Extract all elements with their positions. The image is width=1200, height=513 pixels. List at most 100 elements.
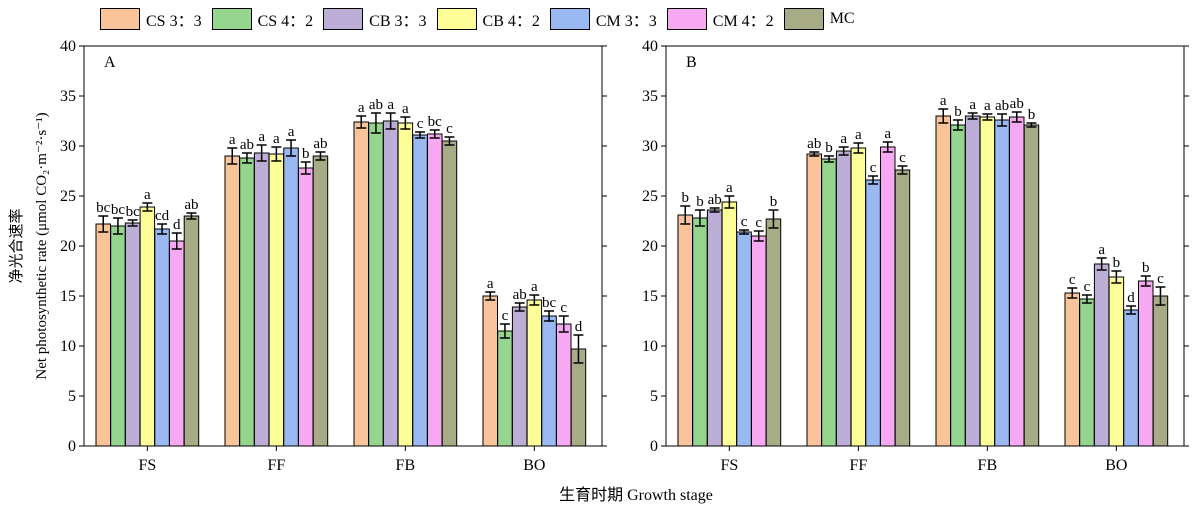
x-tick-label: FF	[267, 457, 285, 474]
legend-label: CM 3：3	[595, 13, 657, 30]
significance-letter: bc	[542, 295, 557, 311]
bar	[482, 295, 498, 447]
bar	[427, 133, 443, 447]
bar	[1009, 116, 1025, 447]
significance-letter: b	[1028, 107, 1036, 123]
bar	[850, 147, 867, 447]
significance-letter: ab	[369, 97, 383, 113]
legend-label: CS 3：3	[146, 13, 202, 30]
bar	[865, 179, 881, 447]
significance-letter: d	[173, 217, 181, 233]
legend-item: CS 3：3	[100, 6, 202, 32]
bar	[765, 218, 782, 447]
significance-letter: ab	[240, 137, 254, 153]
significance-letter: a	[726, 180, 733, 196]
significance-letter: a	[229, 132, 236, 148]
significance-letter: b	[696, 194, 704, 210]
bar	[124, 222, 141, 447]
significance-letter: a	[855, 127, 862, 143]
y-tick-label: 25	[60, 188, 76, 205]
bar	[935, 115, 951, 447]
significance-letter: c	[417, 116, 424, 132]
bar	[183, 215, 200, 447]
significance-letter: b	[770, 194, 778, 210]
significance-letter: a	[940, 93, 947, 109]
y-tick-label: 15	[642, 288, 658, 305]
significance-letter: c	[870, 160, 877, 176]
bar	[224, 155, 240, 447]
significance-letter: b	[302, 146, 310, 162]
legend-swatch	[211, 8, 252, 30]
legend-item: CS 4：2	[211, 6, 314, 32]
bar	[95, 223, 111, 447]
y-tick-label: 20	[60, 238, 76, 255]
legend-label: MC	[829, 10, 855, 27]
significance-letter: bc	[111, 202, 126, 218]
significance-letter: a	[288, 124, 295, 140]
legend-swatch	[436, 8, 477, 30]
y-tick-label: 10	[60, 338, 76, 355]
significance-letter: a	[1098, 242, 1105, 258]
y-tick-label: 30	[60, 138, 76, 155]
bar	[835, 150, 852, 447]
legend-item: CB 3：3	[323, 6, 427, 32]
bar	[497, 330, 513, 447]
y-tick-label: 35	[642, 88, 658, 105]
significance-letter: ab	[313, 136, 327, 152]
bar	[511, 306, 528, 447]
legend-item: CM 3：3	[549, 6, 657, 32]
significance-letter: c	[502, 308, 509, 324]
y-axis-label-cn: 净光合速率	[8, 208, 25, 283]
significance-letter: a	[402, 101, 409, 117]
x-tick-label: FS	[720, 457, 738, 474]
bar	[412, 134, 428, 447]
bar	[441, 140, 458, 447]
significance-letter: d	[1127, 290, 1135, 306]
bar	[692, 217, 708, 447]
x-tick-label: BO	[1105, 457, 1127, 474]
y-tick-label: 15	[60, 288, 76, 305]
bar	[1152, 295, 1169, 447]
bar	[110, 225, 126, 447]
significance-letter: ab	[807, 136, 821, 152]
significance-letter: d	[575, 319, 583, 335]
significance-letter: c	[899, 150, 906, 166]
bar	[368, 122, 384, 447]
significance-letter: b	[825, 140, 833, 156]
legend-item: CB 4：2	[436, 6, 540, 32]
bar	[382, 120, 399, 447]
significance-letter: c	[741, 214, 748, 230]
significance-letter: c	[755, 215, 762, 231]
bar	[736, 231, 752, 447]
y-tick-label: 35	[60, 88, 76, 105]
bar	[556, 323, 572, 447]
legend-swatch	[549, 8, 590, 30]
y-tick-label: 25	[642, 188, 658, 205]
x-tick-label: FB	[978, 457, 998, 474]
significance-letter: a	[884, 126, 891, 142]
significance-letter: c	[1157, 271, 1164, 287]
bar	[268, 153, 285, 447]
y-tick-label: 40	[60, 38, 76, 55]
significance-letter: a	[487, 276, 494, 292]
significance-letter: b	[682, 190, 690, 206]
significance-letter: a	[358, 100, 365, 116]
x-tick-label: FB	[396, 457, 416, 474]
bar	[950, 124, 966, 447]
significance-letter: a	[969, 97, 976, 113]
significance-letter: a	[531, 279, 538, 295]
x-tick-label: BO	[523, 457, 545, 474]
legend-label: CS 4：2	[257, 13, 314, 30]
significance-letter: ab	[1010, 96, 1024, 112]
significance-letter: ab	[708, 192, 722, 208]
bar	[894, 169, 911, 447]
significance-letter: cd	[155, 208, 170, 224]
bar	[353, 121, 369, 447]
bar	[706, 209, 723, 447]
y-tick-label: 5	[650, 388, 658, 405]
x-tick-label: FS	[138, 457, 156, 474]
bar	[1079, 298, 1095, 447]
bar	[169, 240, 185, 447]
panel-label: A	[104, 54, 116, 71]
